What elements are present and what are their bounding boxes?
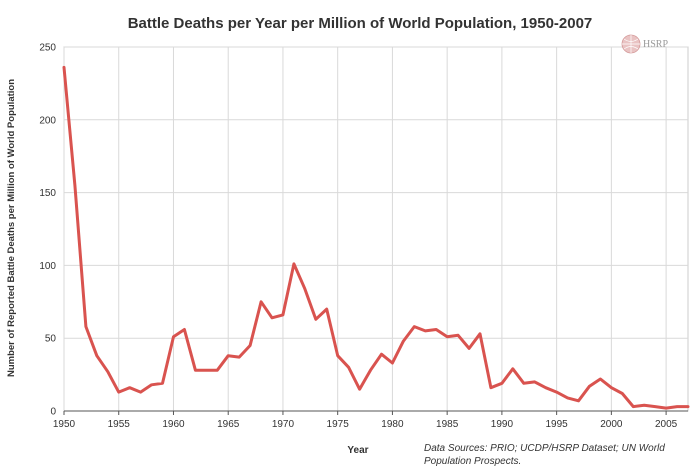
data-point bbox=[314, 318, 317, 321]
data-point bbox=[687, 405, 690, 408]
x-tick-label: 2005 bbox=[655, 419, 678, 430]
data-point bbox=[194, 369, 197, 372]
x-tick-label: 1950 bbox=[53, 419, 76, 430]
data-point bbox=[654, 405, 657, 408]
data-point bbox=[325, 308, 328, 311]
data-point bbox=[555, 391, 558, 394]
data-point bbox=[172, 335, 175, 338]
data-point bbox=[566, 396, 569, 399]
data-point bbox=[522, 382, 525, 385]
data-point bbox=[227, 354, 230, 357]
data-point bbox=[216, 369, 219, 372]
x-tick-label: 1960 bbox=[162, 419, 185, 430]
x-tick-label: 1965 bbox=[217, 419, 240, 430]
plot-area bbox=[63, 46, 689, 412]
data-source-line-2: Population Prospects. bbox=[424, 456, 521, 467]
data-point bbox=[643, 404, 646, 407]
y-tick-label: 150 bbox=[39, 188, 56, 199]
data-point bbox=[511, 367, 514, 370]
data-point bbox=[183, 328, 186, 331]
x-tick-label: 1955 bbox=[108, 419, 131, 430]
x-tick-label: 1975 bbox=[327, 419, 350, 430]
chart-title: Battle Deaths per Year per Million of Wo… bbox=[128, 15, 593, 32]
line-layer bbox=[62, 65, 690, 410]
data-point bbox=[369, 369, 372, 372]
data-point bbox=[260, 300, 263, 303]
data-point bbox=[468, 347, 471, 350]
data-source-line-1: Data Sources: PRIO; UCDP/HSRP Dataset; U… bbox=[424, 443, 665, 454]
data-point bbox=[95, 354, 98, 357]
data-point bbox=[665, 407, 668, 410]
data-point bbox=[391, 361, 394, 364]
x-tick-label: 1990 bbox=[491, 419, 514, 430]
x-tick-label: 1985 bbox=[436, 419, 459, 430]
y-tick-label: 100 bbox=[39, 261, 56, 272]
data-point bbox=[402, 340, 405, 343]
data-point bbox=[117, 391, 120, 394]
data-point bbox=[128, 386, 131, 389]
data-point bbox=[84, 325, 87, 328]
grid-layer bbox=[63, 46, 689, 412]
data-point bbox=[292, 262, 295, 265]
data-point bbox=[380, 353, 383, 356]
data-point bbox=[413, 325, 416, 328]
data-point bbox=[479, 332, 482, 335]
data-point bbox=[621, 392, 624, 395]
x-tick-label: 1970 bbox=[272, 419, 295, 430]
data-point bbox=[446, 335, 449, 338]
data-point bbox=[205, 369, 208, 372]
data-point bbox=[457, 334, 460, 337]
y-tick-label: 50 bbox=[45, 334, 57, 345]
x-tick-label: 2000 bbox=[600, 419, 623, 430]
data-point bbox=[533, 380, 536, 383]
data-point bbox=[632, 405, 635, 408]
data-point bbox=[281, 313, 284, 316]
data-point bbox=[358, 388, 361, 391]
y-tick-label: 200 bbox=[39, 115, 56, 126]
data-point bbox=[63, 66, 66, 69]
x-axis-label: Year bbox=[347, 445, 368, 456]
data-point bbox=[249, 344, 252, 347]
data-point bbox=[106, 370, 109, 373]
data-point bbox=[238, 356, 241, 359]
hsrp-logo: HSRP bbox=[621, 34, 668, 54]
logo-globe-lines-icon bbox=[622, 35, 640, 53]
data-point bbox=[577, 399, 580, 402]
data-point bbox=[73, 184, 76, 187]
data-point bbox=[610, 386, 613, 389]
series-line bbox=[62, 65, 690, 410]
logo-text: HSRP bbox=[643, 39, 668, 50]
data-point bbox=[139, 391, 142, 394]
data-point bbox=[676, 405, 679, 408]
data-point bbox=[347, 366, 350, 369]
data-point bbox=[150, 383, 153, 386]
data-point bbox=[161, 382, 164, 385]
data-point bbox=[599, 377, 602, 380]
data-point bbox=[271, 316, 274, 319]
y-tick-label: 250 bbox=[39, 43, 56, 54]
data-point bbox=[336, 354, 339, 357]
data-point bbox=[544, 386, 547, 389]
x-tick-label: 1995 bbox=[546, 419, 569, 430]
data-point bbox=[303, 287, 306, 290]
y-axis-label: Number of Reported Battle Deaths per Mil… bbox=[6, 79, 17, 377]
y-tick-label: 0 bbox=[50, 407, 56, 418]
data-point bbox=[588, 385, 591, 388]
data-point bbox=[424, 329, 427, 332]
x-tick-label: 1980 bbox=[381, 419, 404, 430]
data-point bbox=[500, 382, 503, 385]
tick-layer: 0 50 100 150 200 250 1950 1955 1960 1965 1970 1975 1… bbox=[39, 43, 688, 430]
data-point bbox=[435, 328, 438, 331]
data-point bbox=[489, 386, 492, 389]
